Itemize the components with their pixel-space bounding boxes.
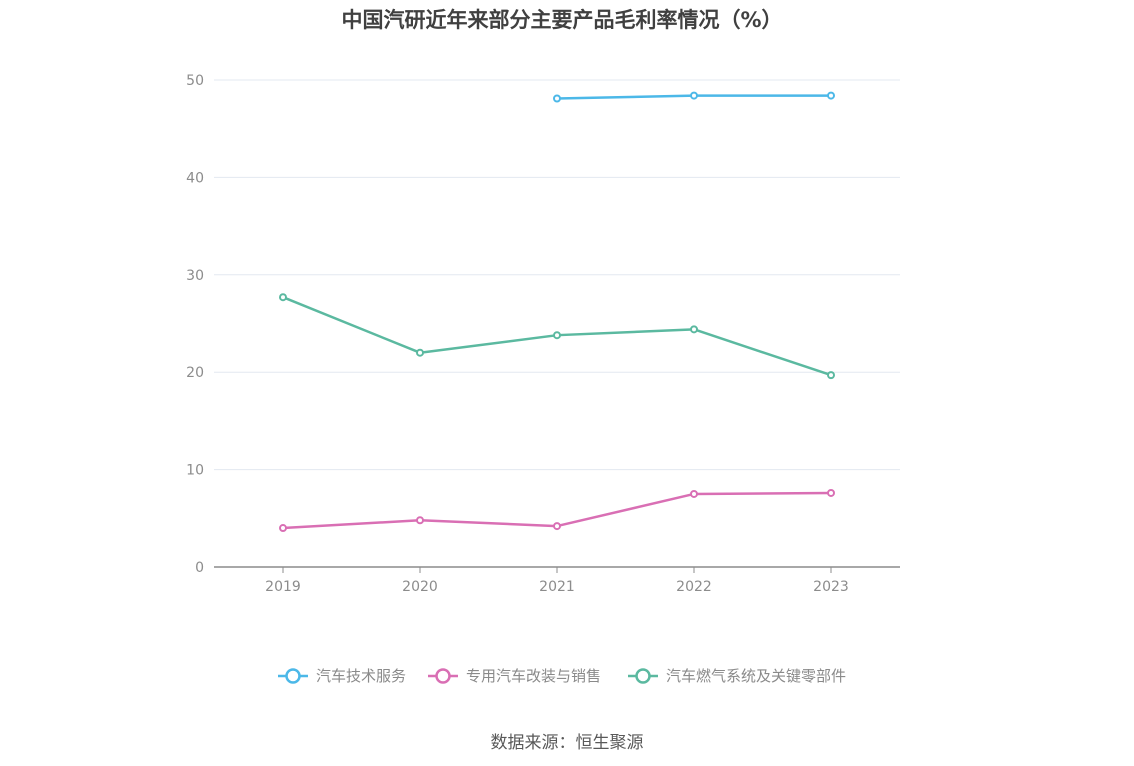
legend-marker-icon	[435, 668, 451, 684]
data-point[interactable]	[690, 91, 698, 100]
data-point[interactable]	[279, 524, 287, 533]
legend-label: 汽车技术服务	[316, 667, 406, 685]
data-point[interactable]	[827, 91, 835, 100]
legend-marker-icon	[635, 668, 651, 684]
series-2	[279, 293, 835, 380]
data-point[interactable]	[690, 325, 698, 334]
x-tick-label: 2021	[539, 579, 575, 595]
series-lines	[279, 91, 835, 533]
legend-item-2[interactable]: 汽车燃气系统及关键零部件	[628, 667, 846, 685]
data-point[interactable]	[827, 488, 835, 497]
y-axis-ticks: 0 10 20 30 40 50	[186, 73, 204, 576]
data-point[interactable]	[416, 516, 424, 525]
y-tick-label: 0	[195, 560, 204, 576]
y-tick-label: 10	[186, 463, 204, 479]
grid-lines	[214, 79, 900, 471]
x-tick-label: 2020	[402, 579, 438, 595]
series-0	[553, 91, 835, 103]
legend-label: 汽车燃气系统及关键零部件	[666, 667, 846, 685]
data-point[interactable]	[553, 94, 561, 103]
series-1	[279, 488, 835, 533]
y-tick-label: 40	[186, 170, 204, 186]
x-axis-ticks: 2019 2020 2021 2022 2023	[265, 567, 849, 595]
data-point[interactable]	[553, 331, 561, 340]
line-chart: 0 10 20 30 40 50 2019 2020 2021 2022 2023 汽车技术服务 专…	[186, 73, 900, 685]
legend: 汽车技术服务 专用汽车改装与销售 汽车燃气系统及关键零部件	[278, 667, 846, 685]
x-tick-label: 2019	[265, 579, 301, 595]
legend-label: 专用汽车改装与销售	[466, 667, 601, 685]
data-point[interactable]	[416, 348, 424, 357]
x-tick-label: 2022	[676, 579, 712, 595]
x-tick-label: 2023	[813, 579, 849, 595]
y-tick-label: 30	[186, 268, 204, 284]
legend-item-1[interactable]: 专用汽车改装与销售	[428, 667, 601, 685]
data-point[interactable]	[279, 293, 287, 302]
legend-marker-icon	[285, 668, 301, 684]
source-note: 数据来源：恒生聚源	[490, 733, 644, 753]
y-tick-label: 20	[186, 365, 204, 381]
chart-title: 中国汽研近年来部分主要产品毛利率情况（%）	[341, 8, 783, 32]
data-point[interactable]	[827, 371, 835, 380]
data-point[interactable]	[690, 489, 698, 498]
y-tick-label: 50	[186, 73, 204, 89]
data-point[interactable]	[553, 522, 561, 531]
legend-item-0[interactable]: 汽车技术服务	[278, 667, 406, 685]
